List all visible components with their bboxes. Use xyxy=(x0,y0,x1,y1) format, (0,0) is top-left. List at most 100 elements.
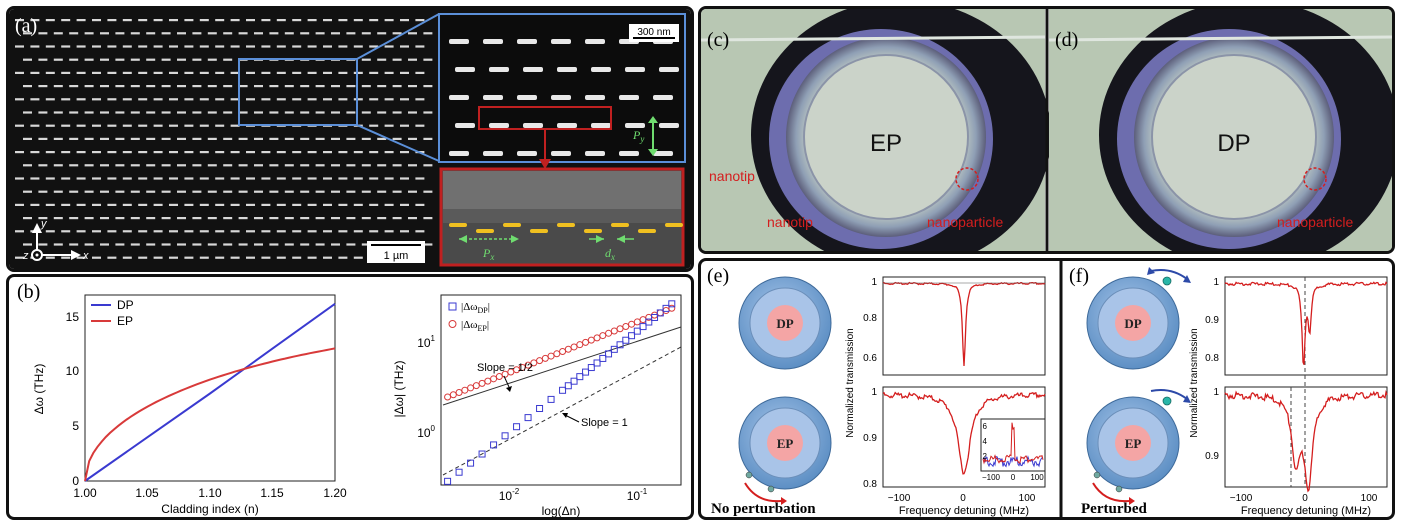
nanorod xyxy=(76,256,86,259)
nanorod xyxy=(223,190,233,193)
yellow-rods xyxy=(449,223,683,233)
dp-point xyxy=(645,318,653,326)
nanorod xyxy=(246,256,255,259)
nanorod xyxy=(184,71,194,74)
nanorod xyxy=(323,203,332,206)
nanorod xyxy=(261,151,271,154)
nanorod xyxy=(100,190,109,193)
nanorod xyxy=(115,243,125,246)
nanorod xyxy=(353,230,363,233)
nanorod xyxy=(230,177,240,180)
e-ytick: 0.8 xyxy=(863,479,877,490)
e-xtick: −100 xyxy=(888,493,911,504)
nanorod xyxy=(292,98,302,101)
nanorod xyxy=(238,111,248,114)
nanorod xyxy=(15,19,24,22)
nanorod xyxy=(223,137,233,140)
nanorod xyxy=(246,98,255,101)
nanorod xyxy=(307,230,317,233)
right-xtick-2: 10-1 xyxy=(627,487,648,503)
nanorod xyxy=(192,217,202,220)
ep-point xyxy=(576,341,584,349)
nanorod xyxy=(100,58,109,61)
zoom-rod xyxy=(489,67,509,72)
nanorod xyxy=(207,111,217,114)
nanoparticle-label-d: nanoparticle xyxy=(1277,214,1353,230)
yellow-rod xyxy=(503,223,521,227)
nanorod xyxy=(115,58,125,61)
nanorod xyxy=(45,71,55,74)
nanorod xyxy=(331,243,340,246)
nanorod xyxy=(292,71,302,74)
nanorod xyxy=(23,137,32,140)
caption-e: No perturbation xyxy=(711,501,816,517)
nanorod xyxy=(269,164,279,167)
nanotip-label-2: nanotip xyxy=(767,214,813,230)
right-xlabel: log(Δn) xyxy=(542,504,581,517)
nanorod xyxy=(276,45,286,48)
nanorod xyxy=(45,203,55,206)
nanorod xyxy=(369,45,379,48)
nanorod xyxy=(107,177,117,180)
nanorod xyxy=(100,243,109,246)
nanorod xyxy=(107,45,117,48)
nanorod xyxy=(276,98,286,101)
nanorod xyxy=(238,243,248,246)
nanorod xyxy=(261,256,271,259)
inset-xtick: −100 xyxy=(982,473,1001,482)
ep-point xyxy=(507,368,515,376)
nanorod xyxy=(23,190,32,193)
nanorod xyxy=(392,58,402,61)
nanorod xyxy=(192,58,202,61)
e-ytick: 0.9 xyxy=(863,433,877,444)
nanorod xyxy=(15,124,24,127)
f-ytick: 0.8 xyxy=(1205,353,1219,364)
nanorod xyxy=(169,256,178,259)
nanorod xyxy=(346,217,356,220)
nanorod xyxy=(300,243,310,246)
nanorod xyxy=(423,217,433,220)
ep-point xyxy=(599,332,607,340)
dp-point xyxy=(490,441,498,449)
zoom-rods xyxy=(449,39,679,156)
slope-one-label: Slope = 1 xyxy=(581,417,628,429)
panel-e-label: (e) xyxy=(707,265,730,287)
nanorod xyxy=(423,190,433,193)
chart-dispersion: DP EP Cladding index (n) Δω (THz) 1.00 1… xyxy=(32,294,347,516)
nanorod xyxy=(115,137,125,140)
nanorod xyxy=(161,32,171,35)
nanorod xyxy=(177,164,186,167)
nanorod xyxy=(153,124,163,127)
dp-point xyxy=(524,414,532,422)
ep-point xyxy=(513,366,521,374)
nanorod xyxy=(169,151,178,154)
nanorod xyxy=(361,243,371,246)
nanorod xyxy=(215,124,225,127)
nanorod xyxy=(223,111,233,114)
nanorod xyxy=(384,151,394,154)
yellow-rod xyxy=(611,223,629,227)
nanorod xyxy=(92,177,101,180)
nanorod xyxy=(61,19,71,22)
ep-point xyxy=(628,320,636,328)
nanorod xyxy=(223,164,233,167)
yellow-rod xyxy=(530,229,548,233)
nanorod xyxy=(15,256,24,259)
dp-point xyxy=(587,364,595,372)
left-xtick: 1.00 xyxy=(73,486,97,500)
ring-e-bottom-label: EP xyxy=(777,436,794,451)
nanorod xyxy=(346,243,356,246)
right-xtick-1: 10-2 xyxy=(499,487,520,503)
nanorod xyxy=(377,32,387,35)
nanorod xyxy=(415,230,425,233)
nanorod xyxy=(161,164,171,167)
zoom-rod xyxy=(455,67,475,72)
yellow-rod xyxy=(584,229,602,233)
nanorod xyxy=(45,256,55,259)
nanorod xyxy=(400,124,409,127)
nanorod xyxy=(269,32,279,35)
nanorod xyxy=(315,190,325,193)
nanorod xyxy=(315,32,325,35)
inset-ytick: 4 xyxy=(983,437,988,446)
f-xlabel: Frequency detuning (MHz) xyxy=(1241,505,1371,517)
